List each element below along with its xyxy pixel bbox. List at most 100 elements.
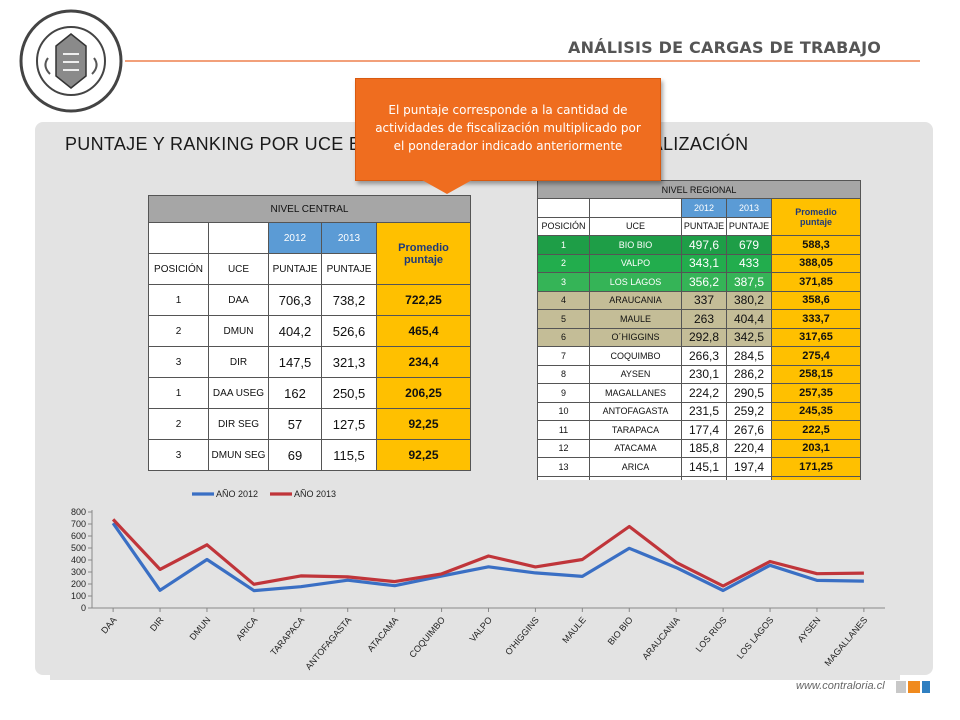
score-2012-cell: 706,3: [268, 284, 322, 316]
position-cell: 3: [148, 346, 209, 378]
score-2013-cell: 433: [726, 253, 772, 273]
col-header-uce: UCE: [589, 216, 682, 236]
score-2012-cell: 266,3: [681, 346, 727, 366]
average-score-cell: 258,15: [771, 364, 861, 384]
uce-cell: DMUN: [208, 315, 269, 347]
table-row: 3 DIR 147,5 321,3 234,4: [148, 346, 471, 378]
contraloria-seal-logo: [19, 9, 123, 113]
uce-cell: ATACAMA: [589, 438, 682, 458]
col-header-score-2012: PUNTAJE: [268, 253, 322, 285]
average-score-cell: 588,3: [771, 235, 861, 255]
score-2012-cell: 404,2: [268, 315, 322, 347]
score-2013-cell: 197,4: [726, 457, 772, 477]
score-2013-cell: 738,2: [321, 284, 377, 316]
uce-cell: TARAPACA: [589, 420, 682, 440]
empty-cell: [537, 198, 590, 218]
y-tick-label: 600: [71, 531, 86, 541]
col-header-uce: UCE: [208, 253, 269, 285]
table-row: 3 LOS LAGOS 356,2 387,5 371,85: [537, 272, 861, 292]
score-2013-cell: 526,6: [321, 315, 377, 347]
position-cell: 9: [537, 383, 590, 403]
score-2013-cell: 259,2: [726, 401, 772, 421]
empty-cell: [148, 222, 209, 254]
year-2012-header: 2012: [268, 222, 322, 254]
uce-cell: MAGALLANES: [589, 383, 682, 403]
position-cell: 12: [537, 438, 590, 458]
regional-level-table: NIVEL REGIONAL 2012 2013 Promedio puntaje…: [537, 180, 861, 495]
uce-cell: MAULE: [589, 309, 682, 329]
table-row: 6 O´HIGGINS 292,8 342,5 317,65: [537, 327, 861, 347]
average-score-cell: 257,35: [771, 383, 861, 403]
score-2013-cell: 115,5: [321, 439, 377, 471]
central-level-table: NIVEL CENTRAL 2012 2013 Promedio puntaje …: [148, 195, 471, 471]
table-row: 1 BIO BIO 497,6 679 588,3: [537, 235, 861, 255]
table-row: 2 DIR SEG 57 127,5 92,25: [148, 408, 471, 440]
chart-background: [50, 480, 900, 680]
score-2012-cell: 356,2: [681, 272, 727, 292]
average-score-header: Promedio puntaje: [376, 222, 471, 285]
y-tick-label: 700: [71, 519, 86, 529]
position-cell: 4: [537, 290, 590, 310]
average-score-cell: 92,25: [376, 439, 471, 471]
uce-cell: COQUIMBO: [589, 346, 682, 366]
table-row: 5 MAULE 263 404,4 333,7: [537, 309, 861, 329]
score-2013-cell: 250,5: [321, 377, 377, 409]
empty-cell: [589, 198, 682, 218]
average-score-cell: 388,05: [771, 253, 861, 273]
table-row: 2 VALPO 343,1 433 388,05: [537, 253, 861, 273]
y-tick-label: 400: [71, 555, 86, 565]
score-2012-cell: 337: [681, 290, 727, 310]
year-2013-header: 2013: [321, 222, 377, 254]
y-tick-label: 300: [71, 567, 86, 577]
table-row: 1 DAA USEG 162 250,5 206,25: [148, 377, 471, 409]
footer-logo-block: [922, 681, 930, 693]
score-2012-cell: 224,2: [681, 383, 727, 403]
col-header-position: POSICIÓN: [148, 253, 209, 285]
y-tick-label: 0: [81, 603, 86, 613]
average-score-cell: 371,85: [771, 272, 861, 292]
year-2013-header: 2013: [726, 198, 772, 218]
table-row: 10 ANTOFAGASTA 231,5 259,2 245,35: [537, 401, 861, 421]
regional-table-title: NIVEL REGIONAL: [537, 180, 861, 199]
position-cell: 8: [537, 364, 590, 384]
header-title: ANÁLISIS DE CARGAS DE TRABAJO: [568, 38, 882, 57]
score-2012-cell: 292,8: [681, 327, 727, 347]
y-tick-label: 100: [71, 591, 86, 601]
average-score-cell: 234,4: [376, 346, 471, 378]
callout-pointer: [422, 180, 472, 194]
callout-line: actividades de fiscalización multiplicad…: [375, 121, 641, 135]
table-row: 9 MAGALLANES 224,2 290,5 257,35: [537, 383, 861, 403]
uce-cell: DAA: [208, 284, 269, 316]
position-cell: 7: [537, 346, 590, 366]
average-score-cell: 171,25: [771, 457, 861, 477]
average-score-cell: 722,25: [376, 284, 471, 316]
score-2012-cell: 343,1: [681, 253, 727, 273]
y-tick-label: 500: [71, 543, 86, 553]
uce-cell: O´HIGGINS: [589, 327, 682, 347]
score-2013-cell: 404,4: [726, 309, 772, 329]
position-cell: 2: [537, 253, 590, 273]
table-row: 7 COQUIMBO 266,3 284,5 275,4: [537, 346, 861, 366]
uce-cell: DIR SEG: [208, 408, 269, 440]
central-table-title: NIVEL CENTRAL: [148, 195, 471, 223]
score-2013-cell: 380,2: [726, 290, 772, 310]
average-score-cell: 358,6: [771, 290, 861, 310]
average-score-cell: 222,5: [771, 420, 861, 440]
average-score-cell: 92,25: [376, 408, 471, 440]
col-header-position: POSICIÓN: [537, 216, 590, 236]
table-row: 11 TARAPACA 177,4 267,6 222,5: [537, 420, 861, 440]
score-2012-cell: 497,6: [681, 235, 727, 255]
score-2012-cell: 230,1: [681, 364, 727, 384]
score-2012-cell: 69: [268, 439, 322, 471]
score-2012-cell: 162: [268, 377, 322, 409]
table-row: 2 DMUN 404,2 526,6 465,4: [148, 315, 471, 347]
callout-line: el ponderador indicado anteriormente: [393, 139, 623, 153]
empty-cell: [208, 222, 269, 254]
y-tick-label: 800: [71, 507, 86, 517]
legend-label: AÑO 2012: [216, 489, 258, 499]
col-header-score-2013: PUNTAJE: [321, 253, 377, 285]
uce-cell: VALPO: [589, 253, 682, 273]
legend-label: AÑO 2013: [294, 489, 336, 499]
footer-url: www.contraloria.cl: [796, 680, 885, 692]
score-2012-cell: 145,1: [681, 457, 727, 477]
